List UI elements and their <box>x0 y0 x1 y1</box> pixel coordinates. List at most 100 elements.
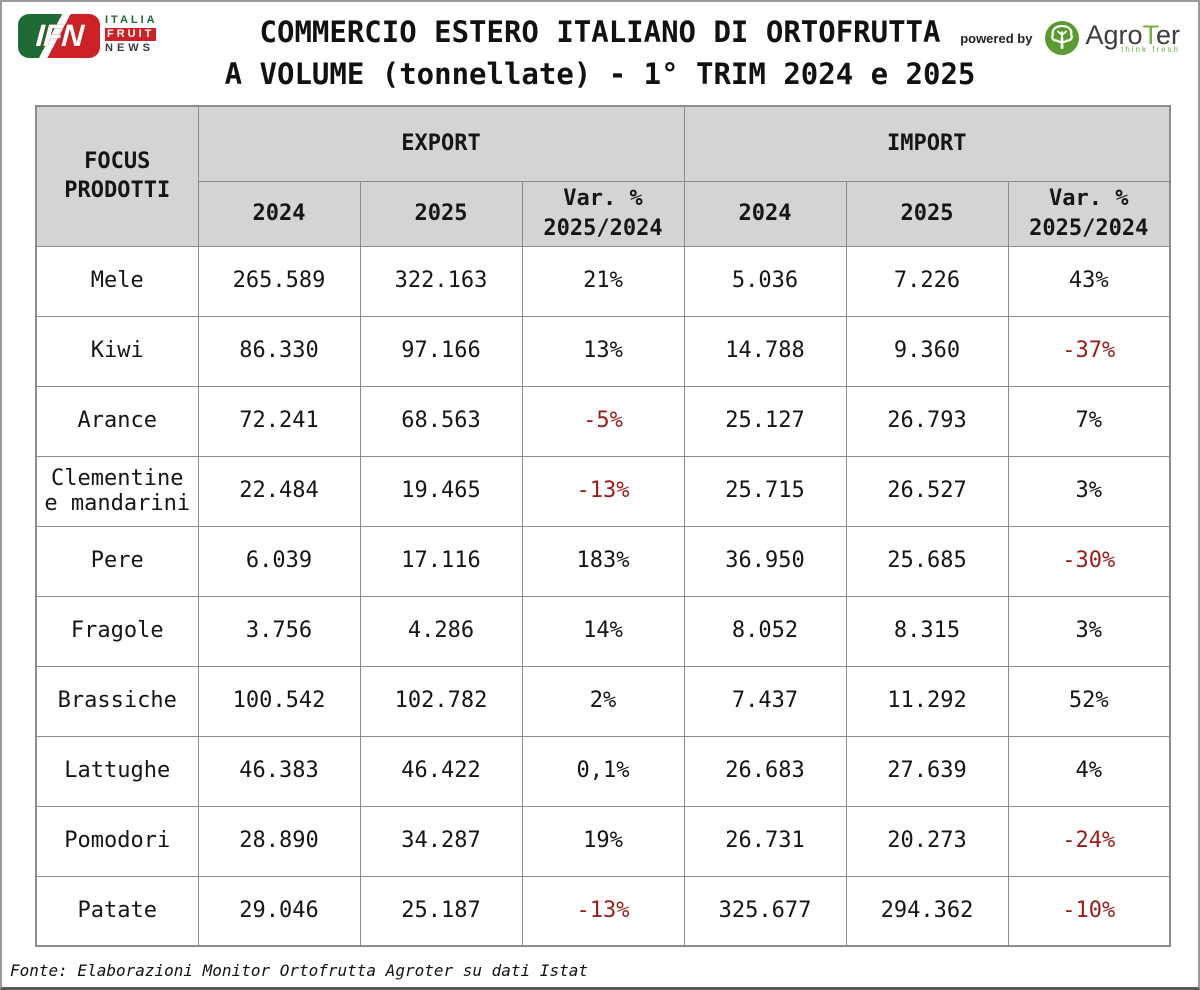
table-row: Patate 29.046 25.187 -13% 325.677 294.362 -10% <box>35 875 1171 947</box>
value-cell: 7.437 <box>683 665 847 737</box>
value-cell: -13% <box>521 455 685 527</box>
table-row: Clementine e mandarini 22.484 19.465 -13% 25… <box>35 455 1171 527</box>
header: IFN ITALIA FRUIT NEWS COMMERCIO ESTERO I… <box>2 2 1198 105</box>
agroter-wordmark: AgroTer think fresh <box>1085 20 1180 55</box>
value-cell: 6.039 <box>197 525 361 597</box>
product-cell: Pomodori <box>35 805 199 877</box>
value-cell: 72.241 <box>197 385 361 457</box>
value-cell: 102.782 <box>359 665 523 737</box>
powered-by-label: powered by <box>960 30 1033 46</box>
value-cell: 36.950 <box>683 525 847 597</box>
value-cell: 25.685 <box>845 525 1009 597</box>
product-cell: Clementine e mandarini <box>35 455 199 527</box>
value-cell: 13% <box>521 315 685 387</box>
group-header-import: IMPORT <box>683 105 1171 182</box>
value-cell: 34.287 <box>359 805 523 877</box>
value-cell: 26.683 <box>683 735 847 807</box>
product-cell: Mele <box>35 245 199 317</box>
ifn-logo-fruit: FRUIT <box>105 28 157 41</box>
table-row: Pomodori 28.890 34.287 19% 26.731 20.273 -24% <box>35 805 1171 877</box>
value-cell: 4.286 <box>359 595 523 667</box>
trade-table: FOCUS PRODOTTI EXPORT IMPORT 2024 2025 V… <box>35 105 1172 947</box>
value-cell: 7.226 <box>845 245 1009 317</box>
powered-by-block: powered by AgroTer think fresh <box>960 20 1180 56</box>
value-cell: 2% <box>521 665 685 737</box>
value-cell: -30% <box>1007 525 1171 597</box>
value-cell: 3% <box>1007 455 1171 527</box>
value-cell: 26.731 <box>683 805 847 877</box>
table-row: Kiwi 86.330 97.166 13% 14.788 9.360 -37% <box>35 315 1171 387</box>
value-cell: 8.315 <box>845 595 1009 667</box>
sub-header-import-var: Var. % 2025/2024 <box>1007 180 1171 247</box>
table-row: Mele 265.589 322.163 21% 5.036 7.226 43% <box>35 245 1171 317</box>
group-header-export: EXPORT <box>197 105 685 182</box>
corner-header-focus-prodotti: FOCUS PRODOTTI <box>35 105 199 247</box>
value-cell: 294.362 <box>845 875 1009 947</box>
value-cell: 0,1% <box>521 735 685 807</box>
value-cell: 68.563 <box>359 385 523 457</box>
value-cell: 183% <box>521 525 685 597</box>
product-cell: Kiwi <box>35 315 199 387</box>
value-cell: -13% <box>521 875 685 947</box>
value-cell: 8.052 <box>683 595 847 667</box>
value-cell: 19.465 <box>359 455 523 527</box>
sub-header-export-var: Var. % 2025/2024 <box>521 180 685 247</box>
product-cell: Pere <box>35 525 199 597</box>
table-body: Mele 265.589 322.163 21% 5.036 7.226 43% Kiwi 86… <box>35 245 1171 947</box>
value-cell: 17.116 <box>359 525 523 597</box>
value-cell: 25.187 <box>359 875 523 947</box>
value-cell: 20.273 <box>845 805 1009 877</box>
sub-header-import-2024: 2024 <box>683 180 847 247</box>
value-cell: 26.527 <box>845 455 1009 527</box>
value-cell: 100.542 <box>197 665 361 737</box>
table-row: Brassiche 100.542 102.782 2% 7.437 11.292 52% <box>35 665 1171 737</box>
table-header: FOCUS PRODOTTI EXPORT IMPORT 2024 2025 V… <box>35 105 1171 247</box>
value-cell: 3.756 <box>197 595 361 667</box>
value-cell: 25.715 <box>683 455 847 527</box>
sub-header-import-2025: 2025 <box>845 180 1009 247</box>
ifn-badge-icon: IFN <box>18 14 100 58</box>
value-cell: 52% <box>1007 665 1171 737</box>
value-cell: 86.330 <box>197 315 361 387</box>
value-cell: -24% <box>1007 805 1171 877</box>
agroter-tree-icon <box>1045 21 1080 55</box>
agroter-word-agro: Agro <box>1085 20 1143 50</box>
table-row: Lattughe 46.383 46.422 0,1% 26.683 27.639 4% <box>35 735 1171 807</box>
value-cell: 27.639 <box>845 735 1009 807</box>
table-row: Pere 6.039 17.116 183% 36.950 25.685 -30% <box>35 525 1171 597</box>
ifn-logo-italia: ITALIA <box>105 14 158 26</box>
value-cell: 14% <box>521 595 685 667</box>
value-cell: 29.046 <box>197 875 361 947</box>
value-cell: 9.360 <box>845 315 1009 387</box>
source-note: Fonte: Elaborazioni Monitor Ortofrutta A… <box>10 961 588 980</box>
ifn-logo: IFN ITALIA FRUIT NEWS <box>18 14 158 58</box>
value-cell: 322.163 <box>359 245 523 317</box>
value-cell: 46.422 <box>359 735 523 807</box>
ifn-logo-news: NEWS <box>105 42 154 54</box>
title-line-2: A VOLUME (tonnellate) - 1° TRIM 2024 e 2… <box>224 57 976 91</box>
sub-header-export-2025: 2025 <box>359 180 523 247</box>
table-row: Fragole 3.756 4.286 14% 8.052 8.315 3% <box>35 595 1171 667</box>
agroter-logo: AgroTer think fresh <box>1044 20 1180 56</box>
agroter-word-t: T <box>1142 20 1156 50</box>
value-cell: -10% <box>1007 875 1171 947</box>
ifn-logo-text: ITALIA FRUIT NEWS <box>105 14 158 55</box>
value-cell: 7% <box>1007 385 1171 457</box>
product-cell: Fragole <box>35 595 199 667</box>
value-cell: 265.589 <box>197 245 361 317</box>
value-cell: 325.677 <box>683 875 847 947</box>
value-cell: 19% <box>521 805 685 877</box>
product-cell: Patate <box>35 875 199 947</box>
table-row: Arance 72.241 68.563 -5% 25.127 26.793 7% <box>35 385 1171 457</box>
value-cell: -37% <box>1007 315 1171 387</box>
value-cell: 26.793 <box>845 385 1009 457</box>
value-cell: 43% <box>1007 245 1171 317</box>
value-cell: 14.788 <box>683 315 847 387</box>
agroter-word-er: er <box>1155 20 1180 50</box>
page-title: COMMERCIO ESTERO ITALIANO DI ORTOFRUTTA … <box>2 18 1198 89</box>
value-cell: 28.890 <box>197 805 361 877</box>
value-cell: 5.036 <box>683 245 847 317</box>
value-cell: 97.166 <box>359 315 523 387</box>
value-cell: 25.127 <box>683 385 847 457</box>
